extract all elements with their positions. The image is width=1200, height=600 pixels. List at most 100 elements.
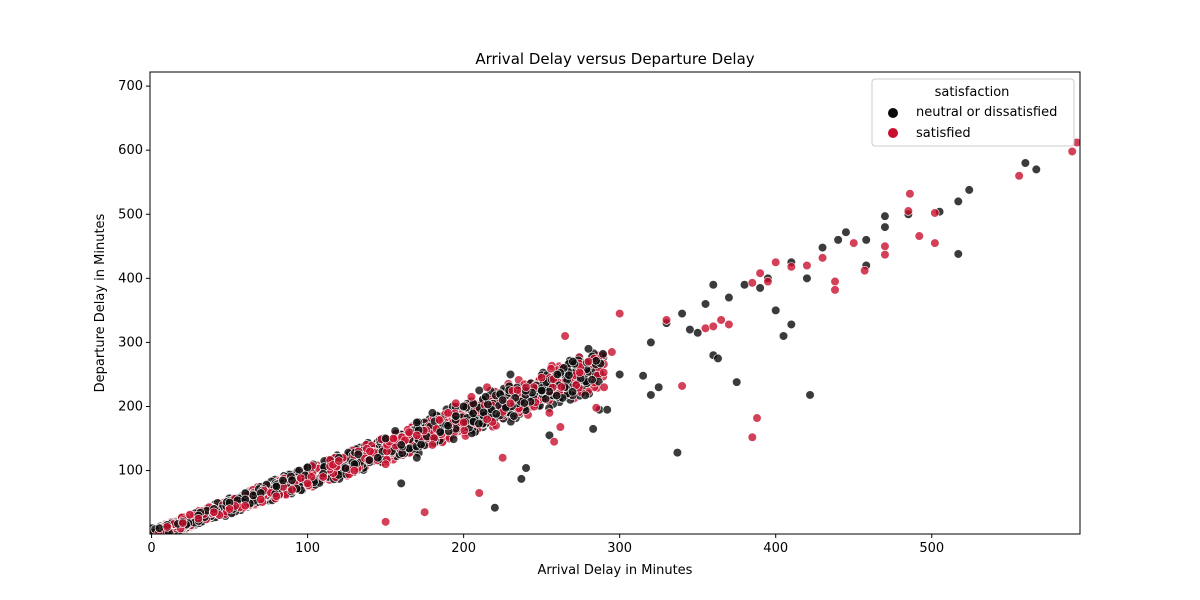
y-tick-label: 300 bbox=[118, 335, 143, 350]
data-point-neutral-or-dissatisfied bbox=[755, 283, 765, 293]
data-point-satisfied bbox=[786, 262, 796, 272]
y-tick-label: 500 bbox=[118, 207, 143, 222]
data-point-neutral-or-dissatisfied bbox=[685, 324, 695, 335]
data-point-neutral-or-dissatisfied bbox=[654, 382, 664, 392]
dense-point bbox=[390, 426, 400, 436]
data-point-satisfied bbox=[755, 268, 765, 278]
dense-point bbox=[564, 370, 574, 380]
legend-label-neutral-or-dissatisfied: neutral or dissatisfied bbox=[916, 105, 1057, 120]
data-point-neutral-or-dissatisfied bbox=[953, 196, 963, 207]
data-point-satisfied bbox=[830, 276, 840, 287]
y-axis-label: Departure Delay in Minutes bbox=[93, 213, 108, 392]
data-point-satisfied bbox=[747, 278, 757, 288]
data-point-satisfied bbox=[303, 478, 313, 488]
data-point-neutral-or-dissatisfied bbox=[672, 448, 683, 458]
data-point-satisfied bbox=[412, 430, 422, 440]
data-point-neutral-or-dissatisfied bbox=[544, 430, 555, 440]
data-point-satisfied bbox=[209, 507, 219, 517]
data-point-satisfied bbox=[240, 501, 250, 511]
dense-point bbox=[546, 364, 556, 374]
y-tick-label: 200 bbox=[118, 399, 143, 414]
data-point-satisfied bbox=[521, 382, 531, 392]
data-point-neutral-or-dissatisfied bbox=[739, 280, 750, 290]
data-point-neutral-or-dissatisfied bbox=[880, 211, 890, 221]
data-point-satisfied bbox=[860, 266, 870, 276]
data-point-satisfied bbox=[162, 522, 172, 532]
data-point-satisfied bbox=[708, 321, 718, 331]
data-point-satisfied bbox=[1014, 171, 1024, 181]
data-point-satisfied bbox=[334, 456, 344, 466]
data-point-satisfied bbox=[555, 422, 565, 432]
data-point-neutral-or-dissatisfied bbox=[833, 235, 843, 245]
data-point-satisfied bbox=[802, 260, 812, 271]
y-tick-label: 400 bbox=[118, 271, 143, 286]
dense-point bbox=[512, 385, 523, 395]
data-point-neutral-or-dissatisfied bbox=[732, 377, 742, 387]
data-point-neutral-or-dissatisfied bbox=[435, 427, 445, 437]
dense-point bbox=[435, 415, 445, 425]
data-point-satisfied bbox=[549, 437, 559, 447]
dense-point bbox=[340, 463, 351, 473]
data-point-satisfied bbox=[388, 433, 399, 444]
data-point-satisfied bbox=[752, 413, 762, 423]
legend-label-satisfied: satisfied bbox=[916, 126, 971, 141]
data-point-satisfied bbox=[451, 398, 461, 408]
data-point-neutral-or-dissatisfied bbox=[516, 474, 526, 484]
dense-point bbox=[481, 392, 491, 402]
data-point-neutral-or-dissatisfied bbox=[700, 299, 711, 309]
data-point-satisfied bbox=[365, 446, 375, 456]
data-point-neutral-or-dissatisfied bbox=[778, 331, 789, 341]
data-point-satisfied bbox=[724, 319, 734, 330]
data-point-neutral-or-dissatisfied bbox=[693, 328, 703, 338]
data-point-satisfied bbox=[404, 427, 414, 437]
data-point-neutral-or-dissatisfied bbox=[498, 395, 508, 405]
x-axis-label: Arrival Delay in Minutes bbox=[538, 563, 693, 578]
data-point-neutral-or-dissatisfied bbox=[412, 453, 422, 463]
x-tick-label: 200 bbox=[451, 541, 476, 556]
dense-point bbox=[591, 356, 601, 366]
data-point-satisfied bbox=[607, 347, 617, 357]
data-point-satisfied bbox=[716, 315, 726, 325]
data-point-neutral-or-dissatisfied bbox=[474, 385, 484, 396]
x-axis: 0 100 200 300 400 500 bbox=[147, 534, 944, 556]
data-point-neutral-or-dissatisfied bbox=[880, 222, 890, 232]
legend-box bbox=[871, 78, 1075, 147]
data-point-neutral-or-dissatisfied bbox=[786, 319, 796, 330]
data-point-satisfied bbox=[817, 253, 828, 263]
dense-point bbox=[474, 419, 484, 429]
dense-point bbox=[587, 375, 597, 385]
data-point-satisfied bbox=[771, 257, 781, 267]
data-point-satisfied bbox=[747, 432, 757, 442]
data-point-satisfied bbox=[591, 403, 601, 413]
data-point-satisfied bbox=[849, 238, 859, 248]
data-point-neutral-or-dissatisfied bbox=[638, 371, 648, 381]
data-point-neutral-or-dissatisfied bbox=[537, 385, 547, 396]
data-point-satisfied bbox=[459, 417, 469, 428]
dense-point bbox=[599, 367, 609, 378]
data-point-neutral-or-dissatisfied bbox=[724, 292, 734, 303]
data-point-neutral-or-dissatisfied bbox=[443, 421, 453, 431]
data-point-satisfied bbox=[271, 491, 281, 501]
x-tick-label: 0 bbox=[147, 541, 155, 556]
data-point-neutral-or-dissatisfied bbox=[646, 337, 656, 348]
data-point-satisfied bbox=[880, 241, 890, 251]
data-point-satisfied bbox=[763, 276, 773, 287]
data-point-neutral-or-dissatisfied bbox=[521, 463, 531, 473]
data-point-satisfied bbox=[498, 453, 508, 463]
data-point-satisfied bbox=[482, 382, 492, 392]
data-point-satisfied bbox=[482, 414, 492, 424]
dense-point bbox=[353, 449, 363, 459]
x-tick-label: 300 bbox=[607, 541, 632, 556]
x-tick-label: 500 bbox=[919, 541, 944, 556]
data-point-neutral-or-dissatisfied bbox=[602, 405, 612, 415]
data-point-satisfied bbox=[443, 408, 453, 418]
y-tick-label: 100 bbox=[118, 464, 143, 479]
dense-point bbox=[459, 425, 469, 436]
data-point-satisfied bbox=[615, 308, 625, 319]
data-point-neutral-or-dissatisfied bbox=[490, 503, 500, 513]
data-point-satisfied bbox=[661, 315, 672, 325]
data-point-neutral-or-dissatisfied bbox=[953, 249, 963, 259]
dense-point bbox=[468, 408, 478, 419]
data-point-satisfied bbox=[178, 518, 188, 528]
